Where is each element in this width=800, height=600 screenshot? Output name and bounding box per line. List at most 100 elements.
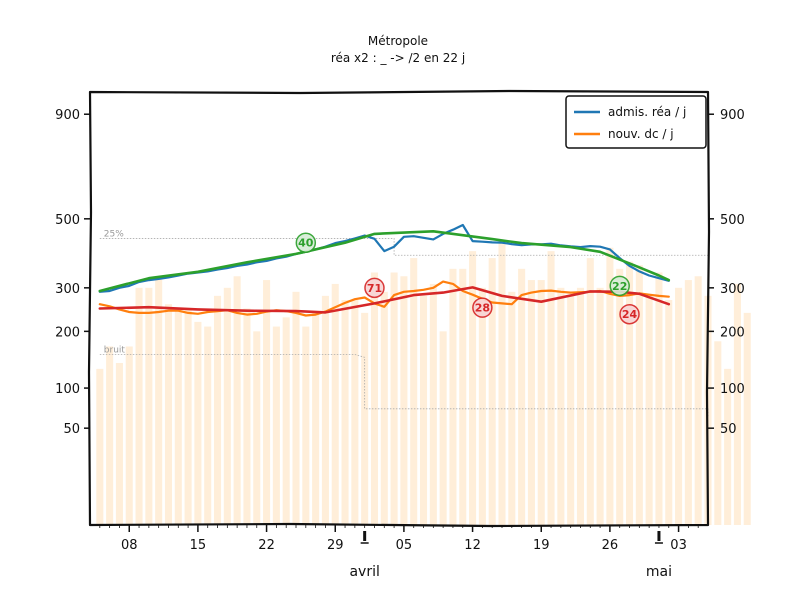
x-tick-label: 19	[533, 538, 550, 553]
noise-bar	[675, 287, 683, 525]
noise-bar	[537, 280, 545, 525]
noise-bar	[576, 287, 585, 525]
annotation-badge-fill	[364, 278, 384, 298]
noise-bar	[164, 304, 173, 525]
noise-bar	[419, 295, 428, 525]
noise-bar	[459, 268, 467, 525]
noise-bar	[527, 280, 535, 525]
noise-bar	[233, 276, 241, 525]
noise-bar	[263, 280, 271, 525]
noise-bar	[390, 272, 398, 525]
noise-bar	[518, 268, 526, 525]
x-tick-label: 03	[670, 538, 687, 553]
axis-layer: 50 50 100 100 200 200 300 300 500 500 900 900 08 15 22…	[55, 108, 745, 580]
chart-subtitle: réa x2 : _ -> /2 en 22 j	[331, 51, 465, 65]
noise-bar	[331, 283, 339, 525]
noise-bar	[223, 287, 231, 525]
legend-box	[565, 95, 707, 149]
noise-bar	[96, 368, 104, 525]
series-line-admis-r-a-j	[98, 223, 670, 293]
x-tick-label: 15	[190, 538, 207, 553]
reference-line-25pct	[99, 238, 708, 256]
month-label: avril	[349, 564, 379, 580]
noise-bar	[665, 300, 673, 525]
noise-bar	[724, 368, 732, 525]
noise-bar	[302, 326, 310, 525]
noise-bar	[361, 312, 369, 525]
noise-bar	[204, 326, 212, 525]
noise-bar	[174, 308, 182, 525]
noise-bar	[439, 331, 447, 525]
bars-layer	[96, 241, 751, 525]
noise-bar	[684, 280, 692, 525]
y-tick-label-left: 50	[63, 422, 80, 437]
reference-label-25pct: 25%	[104, 229, 124, 239]
noise-bar	[429, 283, 437, 525]
annotation-label: 28	[475, 302, 490, 315]
noise-bar	[115, 362, 123, 525]
x-tick-label: 29	[327, 538, 344, 553]
y-tick-label-left: 200	[55, 325, 80, 340]
annotation-badge-fill	[472, 298, 492, 318]
noise-bar	[743, 312, 751, 525]
noise-bar	[243, 308, 251, 525]
noise-bar	[213, 295, 222, 525]
annotation-badge-fill	[620, 304, 640, 324]
legend-label-rea: admis. réa / j	[608, 105, 686, 119]
noise-bar	[625, 261, 634, 525]
noise-bar	[635, 265, 643, 525]
noise-bar	[380, 291, 388, 525]
y-tick-label-left: 500	[55, 213, 80, 228]
noise-bar	[312, 312, 320, 525]
series-line-nouv-dc-j	[98, 280, 670, 317]
noise-bar	[478, 287, 486, 525]
legend: admis. réa / j nouv. dc / j	[565, 95, 707, 149]
noise-bar	[596, 287, 604, 525]
noise-bar	[351, 300, 359, 525]
noise-bar	[714, 341, 722, 525]
noise-bar	[125, 346, 133, 525]
noise-bar	[145, 287, 153, 525]
noise-bar	[184, 308, 192, 525]
y-tick-label-left: 900	[55, 108, 80, 123]
noise-bar	[547, 251, 555, 525]
annotation-badge	[295, 232, 317, 253]
plot-frame	[87, 89, 711, 528]
annotation-badge	[609, 275, 630, 297]
annotation-badge-fill	[296, 233, 316, 253]
legend-label-dc: nouv. dc / j	[608, 127, 674, 141]
noise-bar	[733, 283, 741, 525]
x-tick-label: 05	[396, 538, 413, 553]
series-line-trend-r-a	[98, 230, 671, 293]
y-tick-label-right: 200	[720, 325, 745, 340]
noise-bar	[292, 291, 300, 525]
noise-bar	[567, 295, 575, 525]
x-tick-label: 12	[464, 538, 481, 553]
noise-bar	[449, 268, 457, 525]
annotation-label: 40	[298, 237, 314, 250]
noise-bar	[616, 268, 624, 525]
y-tick-label-right: 100	[720, 382, 745, 397]
noise-bar	[106, 346, 114, 525]
noise-bar	[586, 258, 594, 525]
noise-bar	[135, 287, 143, 525]
series-layer	[98, 223, 671, 317]
month-marker	[363, 531, 367, 541]
noise-bar	[694, 276, 702, 525]
noise-bar	[557, 287, 565, 525]
annotation-label: 71	[367, 282, 382, 295]
frame-layer	[87, 89, 711, 528]
y-tick-label-right: 500	[720, 213, 745, 228]
annotation-badge	[364, 277, 385, 299]
annotation-label: 22	[612, 280, 627, 293]
noise-bar	[155, 276, 163, 525]
noise-bar	[400, 276, 408, 525]
reference-label-bruit: bruit	[104, 346, 126, 356]
month-label: mai	[646, 564, 672, 580]
noise-bar	[606, 247, 614, 525]
x-tick-label: 26	[602, 538, 619, 553]
noise-bar	[488, 258, 496, 525]
noise-bar	[272, 326, 280, 525]
series-line-trend-dc	[98, 286, 671, 314]
